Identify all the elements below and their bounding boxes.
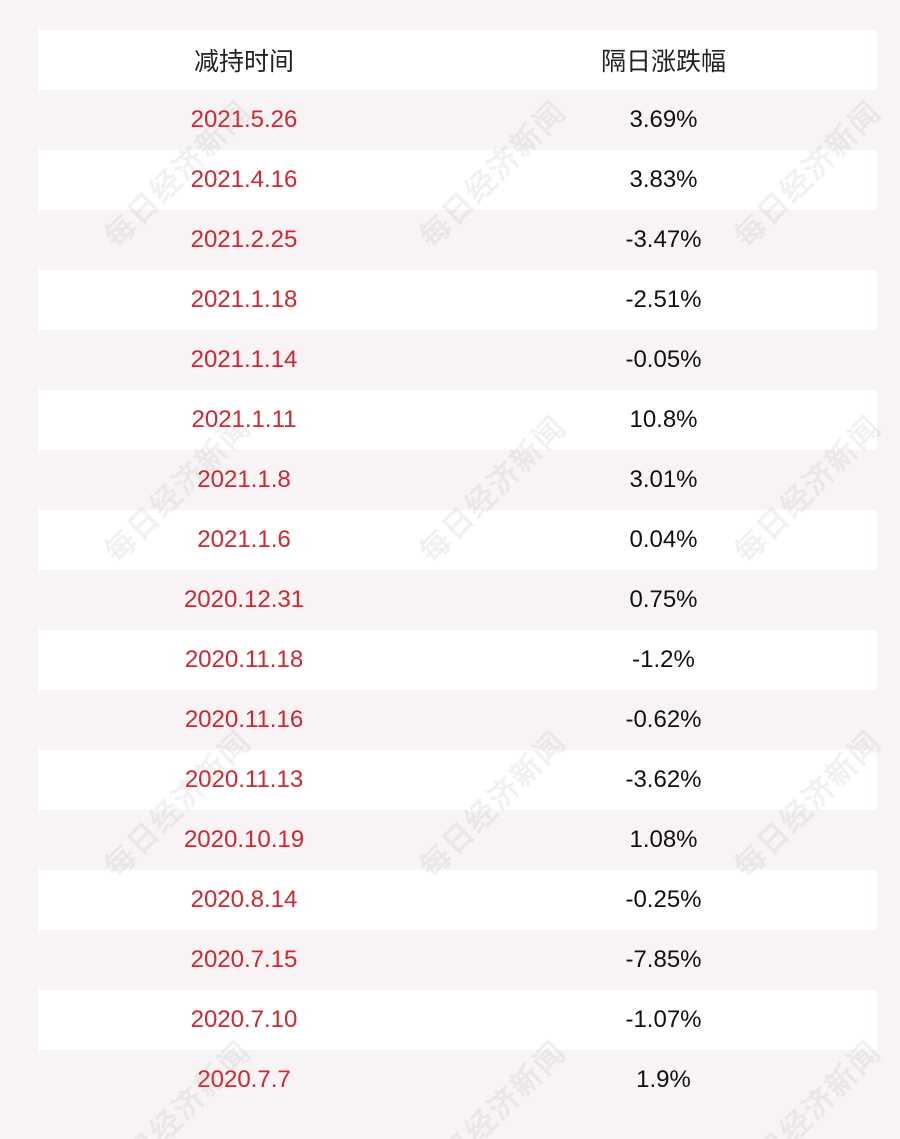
- row-date: 2020.12.31: [183, 586, 305, 613]
- row-date: 2021.5.26: [190, 106, 298, 133]
- header-change: 隔日涨跌幅: [600, 48, 726, 76]
- row-date: 2021.1.11: [191, 406, 297, 433]
- row-date: 2020.11.18: [184, 646, 304, 673]
- row-change: 1.9%: [636, 1066, 691, 1093]
- row-change: 1.08%: [629, 826, 698, 853]
- row-change: -3.47%: [625, 226, 702, 253]
- row-change: 10.8%: [629, 406, 698, 433]
- row-change: -1.2%: [632, 646, 695, 673]
- row-change: -1.07%: [625, 1006, 702, 1033]
- table-row: 2020.10.19 1.08%: [38, 810, 877, 870]
- table-row: 2021.4.16 3.83%: [38, 150, 877, 210]
- row-change: 0.75%: [629, 586, 698, 613]
- table-row: 2021.1.6 0.04%: [38, 510, 877, 570]
- table-row: 2021.1.8 3.01%: [38, 450, 877, 510]
- row-date: 2021.1.6: [197, 526, 291, 553]
- row-date: 2020.11.16: [184, 706, 304, 733]
- row-date: 2021.1.14: [190, 346, 298, 373]
- row-change: -0.25%: [625, 886, 702, 913]
- row-change: -2.51%: [625, 286, 702, 313]
- row-change: -7.85%: [625, 946, 702, 973]
- table-body: 2021.5.26 3.69% 2021.4.16 3.83% 2021.2.25 -3.…: [38, 90, 877, 1110]
- table-row: 2021.5.26 3.69%: [38, 90, 877, 150]
- row-date: 2021.1.18: [190, 286, 298, 313]
- table-row: 2020.11.13 -3.62%: [38, 750, 877, 810]
- header-date: 减持时间: [193, 48, 294, 76]
- table-row: 2021.2.25 -3.47%: [38, 210, 877, 270]
- row-change: -0.62%: [625, 706, 702, 733]
- table-row: 2020.7.7 1.9%: [38, 1050, 877, 1110]
- row-date: 2020.7.15: [190, 946, 298, 973]
- table-header: 减持时间 隔日涨跌幅: [38, 30, 877, 90]
- row-date: 2020.11.13: [184, 766, 304, 793]
- table-row: 2020.11.16 -0.62%: [38, 690, 877, 750]
- table-row: 2020.8.14 -0.25%: [38, 870, 877, 930]
- table-row: 2020.7.15 -7.85%: [38, 930, 877, 990]
- row-date: 2021.2.25: [190, 226, 298, 253]
- row-date: 2021.1.8: [197, 466, 291, 493]
- table-row: 2020.12.31 0.75%: [38, 570, 877, 630]
- table-row: 2020.7.10 -1.07%: [38, 990, 877, 1050]
- data-table: 减持时间 隔日涨跌幅 2021.5.26 3.69% 2021.4.16 3.83% 2…: [38, 30, 877, 1110]
- row-date: 2020.10.19: [183, 826, 305, 853]
- table-row: 2021.1.18 -2.51%: [38, 270, 877, 330]
- row-date: 2021.4.16: [190, 166, 298, 193]
- row-change: 3.83%: [629, 166, 698, 193]
- row-change: -3.62%: [625, 766, 702, 793]
- table-row: 2020.11.18 -1.2%: [38, 630, 877, 690]
- row-date: 2020.7.7: [197, 1066, 291, 1093]
- row-change: 0.04%: [629, 526, 698, 553]
- table-row: 2021.1.11 10.8%: [38, 390, 877, 450]
- row-change: 3.69%: [629, 106, 698, 133]
- table-row: 2021.1.14 -0.05%: [38, 330, 877, 390]
- row-date: 2020.8.14: [190, 886, 298, 913]
- row-date: 2020.7.10: [190, 1006, 298, 1033]
- row-change: -0.05%: [625, 346, 702, 373]
- row-change: 3.01%: [629, 466, 698, 493]
